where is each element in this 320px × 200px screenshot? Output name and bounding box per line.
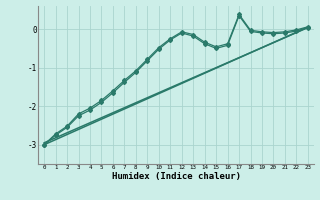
X-axis label: Humidex (Indice chaleur): Humidex (Indice chaleur) bbox=[111, 172, 241, 181]
